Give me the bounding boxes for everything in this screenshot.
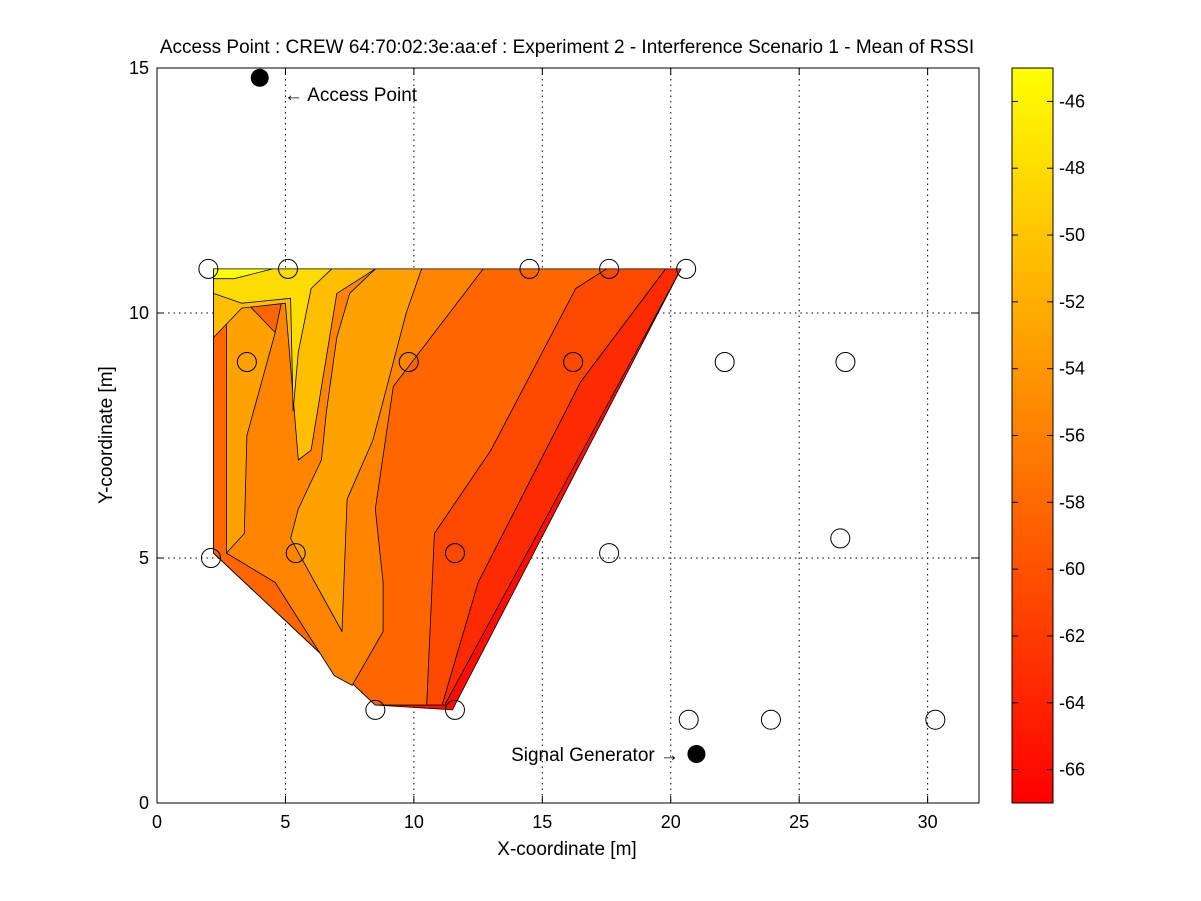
annotation-access-point: ← Access Point	[284, 85, 418, 106]
contour-region-9	[213, 268, 274, 280]
x-tick-label-6: 30	[918, 812, 938, 832]
measurement-point-19	[925, 709, 946, 730]
x-axis-ticks: 0 5 10 15 20 25 30	[152, 68, 938, 832]
y-axis-label: Y-coordinate [m]	[96, 366, 117, 504]
colorbar-tick-label-6: -58	[1059, 492, 1085, 512]
colorbar-tick-label-10: -66	[1059, 760, 1085, 780]
colorbar-tick-label-1: -48	[1059, 158, 1085, 178]
measurement-point-15	[365, 699, 386, 720]
measurement-point-18	[760, 709, 781, 730]
measurement-point-13	[599, 543, 620, 564]
measurement-points	[198, 258, 946, 730]
measurement-point-17	[678, 709, 699, 730]
x-tick-label-3: 15	[532, 812, 552, 832]
measurement-point-10	[200, 548, 221, 568]
chart-title: Access Point : CREW 64:70:02:3e:aa:ef : …	[160, 37, 974, 58]
y-axis-ticks: 0 5 10 15	[129, 58, 979, 813]
colorbar-tick-label-0: -46	[1059, 91, 1085, 111]
measurement-point-1	[278, 258, 299, 279]
y-tick-label-0: 0	[139, 793, 149, 813]
x-tick-label-2: 10	[404, 812, 424, 832]
measurement-point-3	[599, 258, 620, 279]
marker-1	[687, 745, 706, 763]
measurement-point-9	[835, 352, 856, 372]
x-tick-label-4: 20	[661, 812, 681, 832]
measurement-point-2	[519, 258, 540, 279]
colorbar-tick-label-7: -60	[1059, 559, 1085, 579]
annotation-signal-generator: Signal Generator →	[511, 745, 679, 766]
measurement-point-14	[830, 528, 851, 549]
y-tick-label-2: 10	[129, 303, 149, 323]
measurement-point-4	[676, 258, 697, 279]
measurement-point-5	[236, 352, 257, 372]
marker-0	[250, 68, 269, 87]
x-tick-label-5: 25	[789, 812, 809, 832]
measurement-point-16	[444, 699, 465, 720]
plot-frame	[156, 67, 980, 804]
colorbar-tick-label-2: -50	[1059, 225, 1085, 245]
annotation-markers	[250, 68, 706, 763]
measurement-point-8	[714, 352, 735, 372]
colorbar	[1011, 67, 1054, 804]
y-tick-label-3: 15	[129, 58, 149, 78]
colorbar-tick-label-9: -64	[1059, 693, 1085, 713]
x-tick-label-0: 0	[152, 812, 162, 832]
colorbar-ticks: -46 -48 -50 -52 -54 -56 -58 -60 -62 -64 -66	[1012, 91, 1085, 780]
grid-lines	[157, 68, 979, 803]
colorbar-tick-label-5: -56	[1059, 426, 1085, 446]
measurement-point-12	[444, 543, 465, 564]
measurement-point-11	[285, 543, 306, 564]
contour-fills	[213, 268, 682, 711]
measurement-point-7	[563, 352, 584, 372]
x-tick-label-1: 5	[280, 812, 290, 832]
colorbar-tick-label-4: -54	[1059, 359, 1085, 379]
x-axis-label: X-coordinate [m]	[497, 839, 636, 860]
measurement-point-6	[398, 352, 419, 372]
y-tick-label-1: 5	[139, 548, 149, 568]
measurement-point-0	[198, 258, 219, 279]
colorbar-tick-label-3: -52	[1059, 292, 1085, 312]
colorbar-tick-label-8: -62	[1059, 626, 1085, 646]
